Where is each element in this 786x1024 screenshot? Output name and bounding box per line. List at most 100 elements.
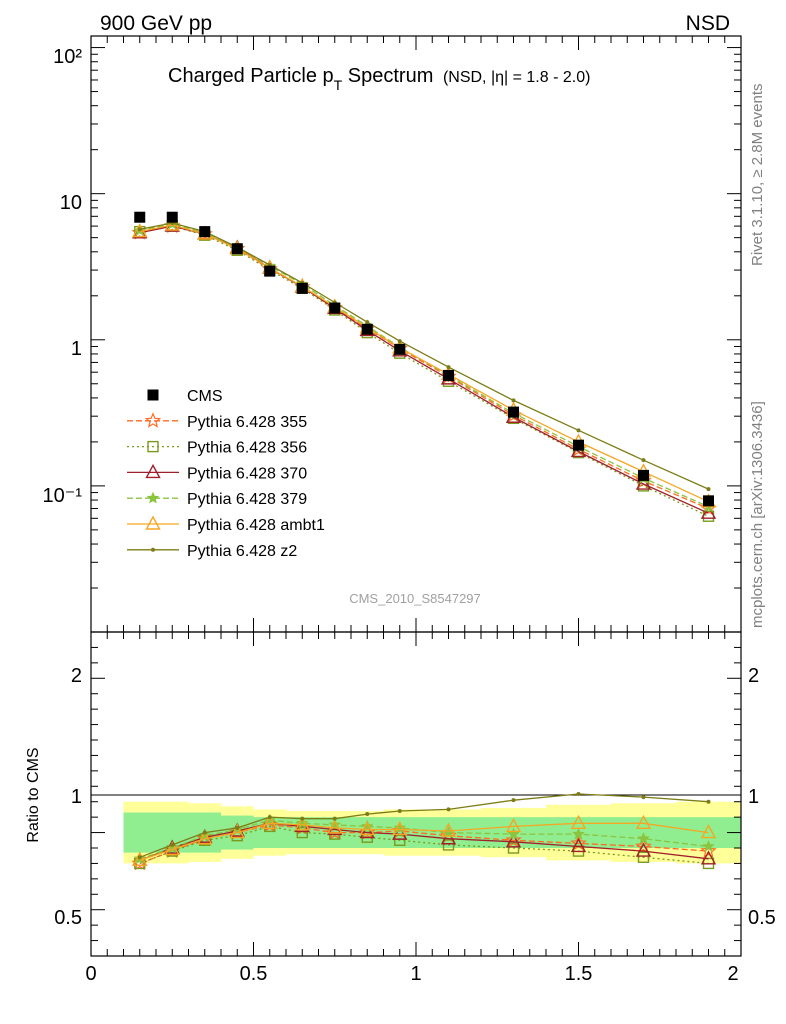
main-axis-ticks <box>90 36 742 633</box>
ratio-series-5-point <box>202 830 207 835</box>
ratio-series-4-point <box>392 821 408 836</box>
ratio-series-4-point <box>505 817 522 833</box>
ratio-series-1-point <box>442 839 455 851</box>
series-line-1 <box>139 225 709 517</box>
legend-label-0: CMS <box>187 388 223 405</box>
ratio-tick-labels: 0.5 1 2 0.5 1 2 0 0.5 1 1.5 2 <box>54 665 776 985</box>
series-5-point <box>137 227 142 232</box>
series-5-point <box>365 320 370 325</box>
y-tick-label-1: 1 <box>71 338 82 360</box>
ratio-series-5-point <box>300 816 305 821</box>
cms-data-point <box>166 211 178 223</box>
series-line-4 <box>139 224 709 503</box>
main-title: Charged Particle pT Spectrum (NSD, |η| =… <box>168 65 590 93</box>
series-5-point <box>576 428 581 433</box>
ratio-series-1-point <box>296 826 308 839</box>
ratio-axis-ticks <box>90 632 742 956</box>
ratio-series-3-point <box>507 827 520 840</box>
ratio-series-2-point <box>635 842 652 857</box>
ratio-series-5-point <box>576 792 581 796</box>
ratio-series-2-point <box>392 825 408 840</box>
ratio-series-0-point <box>635 837 652 854</box>
cms-data-point <box>573 439 584 451</box>
ratio-series-4-point <box>635 814 652 830</box>
ratio-series-4-point <box>132 851 148 867</box>
title-main: Charged Particle p <box>168 65 334 87</box>
ratio-series-4-point <box>197 830 213 845</box>
ratio-series-line-4 <box>139 822 709 861</box>
cms-data-point <box>638 469 649 481</box>
ratio-inner-band <box>123 812 157 853</box>
legend-label-4: Pythia 6.428 379 <box>187 491 307 508</box>
x-tick-label-1.5: 1.5 <box>565 963 593 985</box>
ratio-series-1-point <box>637 851 650 863</box>
ratio-series-2-point <box>440 830 457 845</box>
series-5-point <box>511 398 516 403</box>
ratio-series-4-point <box>570 814 587 830</box>
series-5-point <box>446 365 451 370</box>
analysis-watermark: CMS_2010_S8547297 <box>349 591 481 606</box>
ratio-panel: Ratio to CMS 0.5 1 2 0.5 1 2 0 0.5 1 1.5… <box>25 631 776 985</box>
mcplots-reference-label: mcplots.cern.ch [arXiv:1306.3436] <box>749 401 766 628</box>
x-tick-label-0.5: 0.5 <box>240 963 268 985</box>
ratio-series-3-point <box>702 839 715 852</box>
ratio-y-axis-label: Ratio to CMS <box>25 747 42 842</box>
ratio-series-line-5 <box>139 793 709 858</box>
ratio-y-tick-right-0.5: 0.5 <box>748 907 776 929</box>
legend: CMS Pythia 6.428 355 Pythia 6.428 356 Pythi… <box>127 388 325 560</box>
ratio-series-line-2 <box>139 822 709 861</box>
ratio-series-4-point <box>440 822 457 837</box>
x-tick-label-0: 0 <box>85 963 96 985</box>
cms-data-point <box>134 211 146 223</box>
ratio-series-2-point <box>700 850 717 865</box>
ratio-series-0-point <box>700 842 717 858</box>
ratio-y-tick-left-0.5: 0.5 <box>54 907 82 929</box>
ratio-series-5-point <box>137 855 142 860</box>
legend-marker-2 <box>147 440 159 453</box>
title-subscript: T <box>334 77 343 93</box>
ratio-uncertainty-bands <box>123 801 742 864</box>
ratio-series-5-point <box>706 799 711 804</box>
series-5-point <box>641 458 646 463</box>
ratio-series-4-point <box>700 824 717 839</box>
ratio-series-2-point <box>359 824 375 839</box>
legend-marker-3 <box>145 463 161 479</box>
cms-data-point <box>264 265 276 277</box>
ratio-series-3-point <box>572 827 585 840</box>
ratio-series-5-point <box>397 808 402 813</box>
ratio-series-4-point <box>359 821 375 836</box>
ratio-series-5-point <box>365 812 370 817</box>
y-tick-label-10: 10 <box>60 192 82 214</box>
ratio-series-0-point <box>359 824 376 840</box>
legend-label-1: Pythia 6.428 355 <box>187 414 307 431</box>
main-series-group <box>131 211 717 522</box>
ratio-series-line-3 <box>139 819 709 860</box>
x-tick-label-2: 2 <box>727 963 738 985</box>
header-left-label: 900 GeV pp <box>100 12 212 35</box>
main-spectrum-panel: Charged Particle pT Spectrum (NSD, |η| =… <box>43 35 742 633</box>
legend-label-6: Pythia 6.428 z2 <box>187 543 297 560</box>
cms-data-point <box>703 495 714 507</box>
ratio-y-tick-right-1: 1 <box>748 786 759 808</box>
ratio-series-4-point <box>262 814 278 830</box>
header-right-label: NSD <box>686 12 730 35</box>
legend-label-2: Pythia 6.428 356 <box>187 440 307 457</box>
legend-marker-5 <box>145 515 161 530</box>
cms-data-point <box>329 302 341 314</box>
cms-data-point <box>394 343 406 355</box>
ratio-series-5-point <box>641 795 646 800</box>
ratio-series-5-point <box>170 842 175 847</box>
ratio-series-5-point <box>267 815 272 820</box>
rivet-version-label: Rivet 3.1.10, ≥ 2.8M events <box>749 84 766 267</box>
cms-data-point <box>231 243 243 255</box>
title-after: Spectrum <box>342 65 433 87</box>
title-extra: (NSD, |η| = 1.8 - 2.0) <box>443 69 590 86</box>
ratio-series-5-point <box>446 807 451 812</box>
legend-marker-0 <box>147 389 159 401</box>
cms-data-point <box>296 282 308 294</box>
main-y-tick-labels: 10⁻¹ 1 10 10² <box>43 46 83 507</box>
series-5-point <box>397 339 402 344</box>
cms-data-point <box>361 323 373 335</box>
ratio-series-1-point <box>394 834 406 846</box>
